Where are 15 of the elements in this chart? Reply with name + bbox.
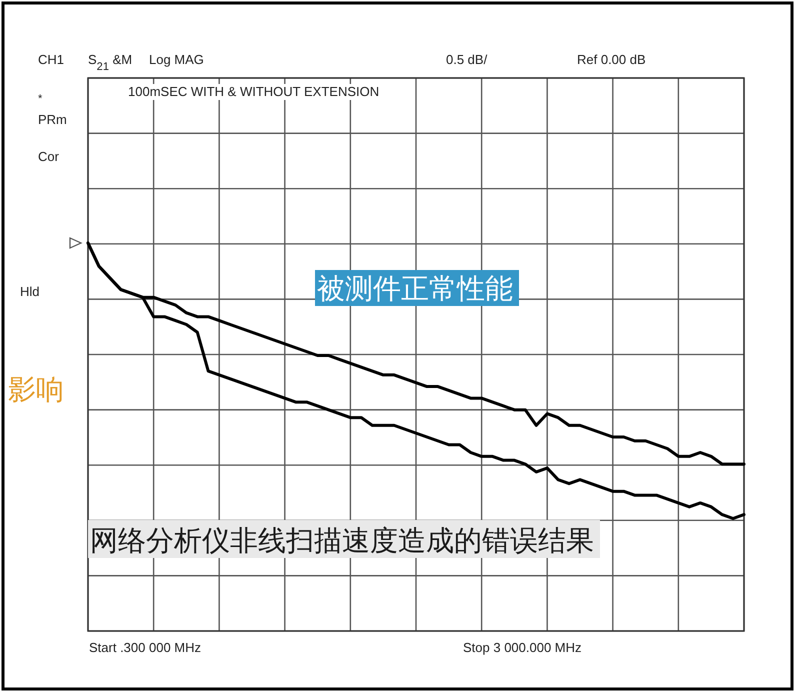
text: Log MAG xyxy=(149,52,204,67)
text: Hld xyxy=(20,284,40,299)
text: Start .300 000 MHz xyxy=(89,640,201,655)
text: Cor xyxy=(38,149,60,164)
text: * xyxy=(38,93,43,105)
series-label: 被测件正常性能 xyxy=(317,273,513,304)
text: PRm xyxy=(38,112,67,127)
text: Ref 0.00 dB xyxy=(577,52,646,67)
text: CH1 xyxy=(38,52,64,67)
text: S$_{21}$ &M xyxy=(88,52,132,73)
text: Stop 3 000.000 MHz xyxy=(463,640,582,655)
chart-title: 100mSEC WITH & WITHOUT EXTENSION xyxy=(128,84,380,99)
text: 影响 xyxy=(8,374,64,405)
text: 0.5 dB/ xyxy=(446,52,488,67)
series-label: 网络分析仪非线扫描速度造成的错误结果 xyxy=(90,525,594,556)
